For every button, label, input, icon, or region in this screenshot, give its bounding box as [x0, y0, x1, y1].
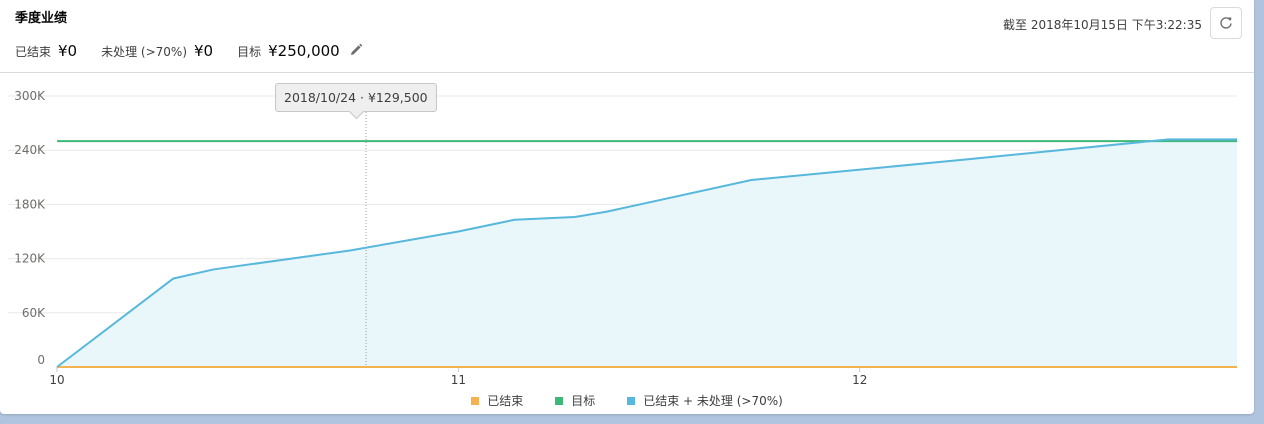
card-header: 季度业绩 已结束 ¥0 未处理 (>70%) ¥0 目标 ¥250,000 截至… [0, 0, 1254, 73]
refresh-icon [1220, 17, 1232, 29]
y-tick-label: 120K [14, 252, 46, 266]
legend-item[interactable]: 已结束 [471, 392, 523, 409]
y-tick-label: 0 [37, 353, 45, 367]
legend-label: 已结束 + 未处理 (>70%) [643, 394, 783, 408]
y-tick-label: 180K [14, 197, 46, 211]
y-tick-label: 300K [14, 89, 46, 103]
y-tick-label: 60K [22, 306, 46, 320]
performance-chart: 0 60K 120K 180K 240K 300K 10 11 12 [8, 89, 1237, 387]
x-tick-label: 11 [451, 373, 466, 387]
open-label: 未处理 (>70%) [101, 45, 188, 59]
legend-swatch-goal [555, 396, 564, 405]
closed-label: 已结束 [15, 45, 52, 59]
open-value: ¥0 [194, 42, 214, 60]
chart-area: 0 60K 120K 180K 240K 300K 10 11 12 2018/10/24 · … [0, 74, 1254, 414]
chart-legend: 已结束 目标 已结束 + 未处理 (>70%) [0, 392, 1254, 409]
area-fill-closed-open [57, 139, 1237, 367]
legend-label: 目标 [571, 394, 596, 408]
pencil-icon[interactable] [349, 42, 363, 56]
x-tick-label: 10 [49, 373, 64, 387]
legend-swatch-closed-open [627, 396, 636, 405]
goal-label: 目标 [237, 45, 262, 59]
as-of-timestamp: 截至 2018年10月15日 下午3:22:35 [1003, 18, 1202, 32]
legend-label: 已结束 [487, 394, 524, 408]
legend-swatch-closed [471, 396, 480, 405]
series-line-closed-open [56, 138, 1237, 368]
y-tick-label: 240K [14, 143, 46, 157]
legend-item[interactable]: 已结束 + 未处理 (>70%) [627, 392, 783, 409]
closed-value: ¥0 [58, 42, 78, 60]
metrics-row: 已结束 ¥0 未处理 (>70%) ¥0 目标 ¥250,000 [15, 41, 363, 60]
hover-tooltip: 2018/10/24 · ¥129,500 [275, 83, 437, 120]
goal-value: ¥250,000 [268, 42, 340, 60]
x-tick-label: 12 [852, 373, 867, 387]
refresh-button[interactable] [1210, 7, 1242, 39]
legend-item[interactable]: 目标 [555, 392, 595, 409]
quarterly-performance-card: 季度业绩 已结束 ¥0 未处理 (>70%) ¥0 目标 ¥250,000 截至… [0, 0, 1254, 414]
card-title: 季度业绩 [15, 11, 68, 26]
tooltip-text: 2018/10/24 · ¥129,500 [284, 90, 428, 105]
